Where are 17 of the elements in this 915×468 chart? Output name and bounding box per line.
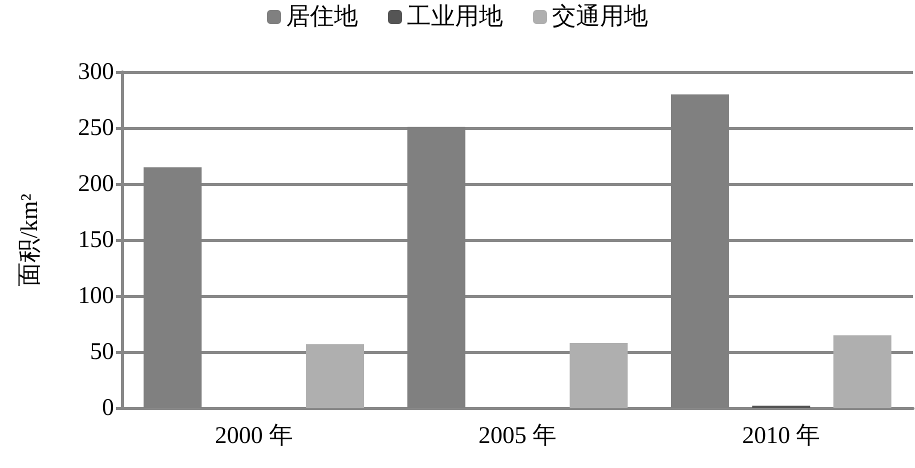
y-tick-label: 50 <box>90 339 114 365</box>
y-tick-label: 100 <box>78 283 114 309</box>
y-axis-title: 面积/km² <box>17 194 43 286</box>
y-tick-label: 300 <box>78 59 114 85</box>
bar <box>570 343 628 408</box>
y-tick-label: 0 <box>102 395 114 421</box>
x-tick-label: 2005 年 <box>478 423 556 449</box>
x-tick-label: 2010 年 <box>742 423 820 449</box>
x-tick-label: 2000 年 <box>214 423 293 449</box>
y-tick-label: 150 <box>78 227 114 253</box>
legend-label: 交通用地 <box>552 3 648 30</box>
legend-label: 居住地 <box>286 4 358 30</box>
bar <box>306 344 364 408</box>
bar <box>833 335 892 408</box>
legend-label: 工业用地 <box>407 4 503 30</box>
y-tick-label: 250 <box>78 115 114 141</box>
y-tick-label: 200 <box>78 171 114 197</box>
